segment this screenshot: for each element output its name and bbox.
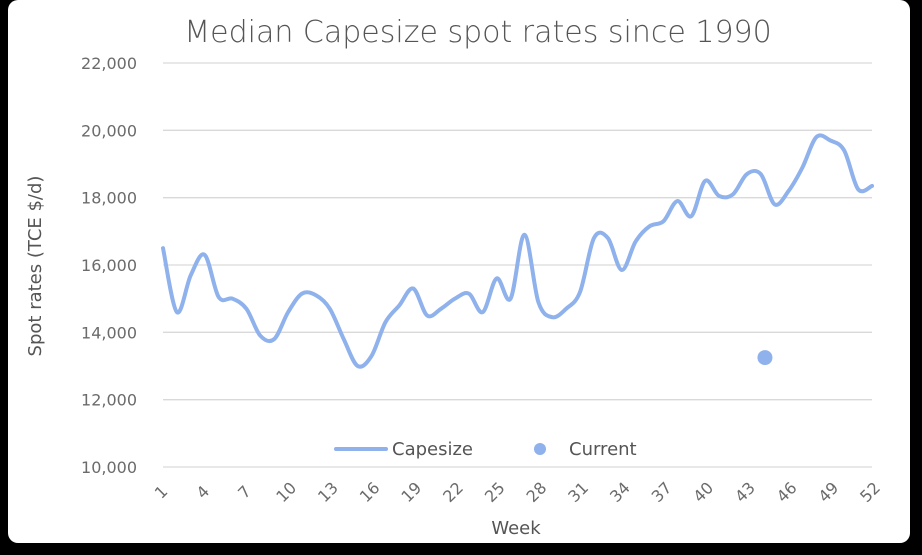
legend: Capesize Current: [334, 439, 637, 460]
y-axis-label: Spot rates (TCE $/d): [25, 176, 46, 357]
x-tick-label: 43: [731, 478, 759, 506]
x-tick-label: 28: [523, 478, 551, 506]
x-tick-label: 16: [356, 478, 384, 506]
x-tick-label: 31: [564, 478, 592, 506]
legend-current-swatch: [534, 443, 546, 455]
x-tick-label: 40: [689, 478, 717, 506]
series-layer: [161, 133, 874, 369]
chart-title: Median Capesize spot rates since 1990: [184, 15, 771, 50]
legend-capesize-label: Capesize: [392, 439, 473, 460]
x-tick-label: 25: [481, 478, 509, 506]
x-tick-label: 22: [439, 478, 467, 506]
x-axis-label: Week: [491, 518, 541, 539]
x-tick-label: 34: [606, 478, 634, 506]
capesize-line: [161, 133, 874, 369]
x-tick-label: 19: [397, 478, 425, 506]
y-tick-label: 12,000: [81, 391, 137, 410]
gridlines: [163, 62, 872, 468]
x-tick-label: 10: [272, 478, 300, 506]
current-point: [757, 350, 773, 366]
x-tick-label: 52: [856, 478, 884, 506]
legend-current-label: Current: [569, 439, 637, 460]
y-tick-label: 22,000: [81, 54, 137, 73]
y-tick-labels: 10,000 12,000 14,000 16,000 18,000 20,000 22,0…: [81, 54, 137, 477]
chart-frame: [8, 0, 910, 543]
x-tick-label: 37: [648, 478, 676, 506]
x-tick-label: 46: [773, 478, 801, 506]
y-tick-label: 14,000: [81, 323, 137, 342]
x-tick-label: 7: [234, 482, 255, 503]
x-tick-label: 4: [192, 482, 213, 503]
y-tick-label: 10,000: [81, 458, 137, 477]
y-tick-label: 20,000: [81, 121, 137, 140]
x-tick-label: 13: [314, 478, 342, 506]
x-tick-label: 49: [814, 478, 842, 506]
x-tick-label: 1: [151, 482, 172, 503]
y-tick-label: 16,000: [81, 256, 137, 275]
x-tick-labels: 1 4 7 10 13 16 19 22 25 28 31 34 37 40 43 46 49 52: [151, 478, 884, 506]
y-tick-label: 18,000: [81, 189, 137, 208]
